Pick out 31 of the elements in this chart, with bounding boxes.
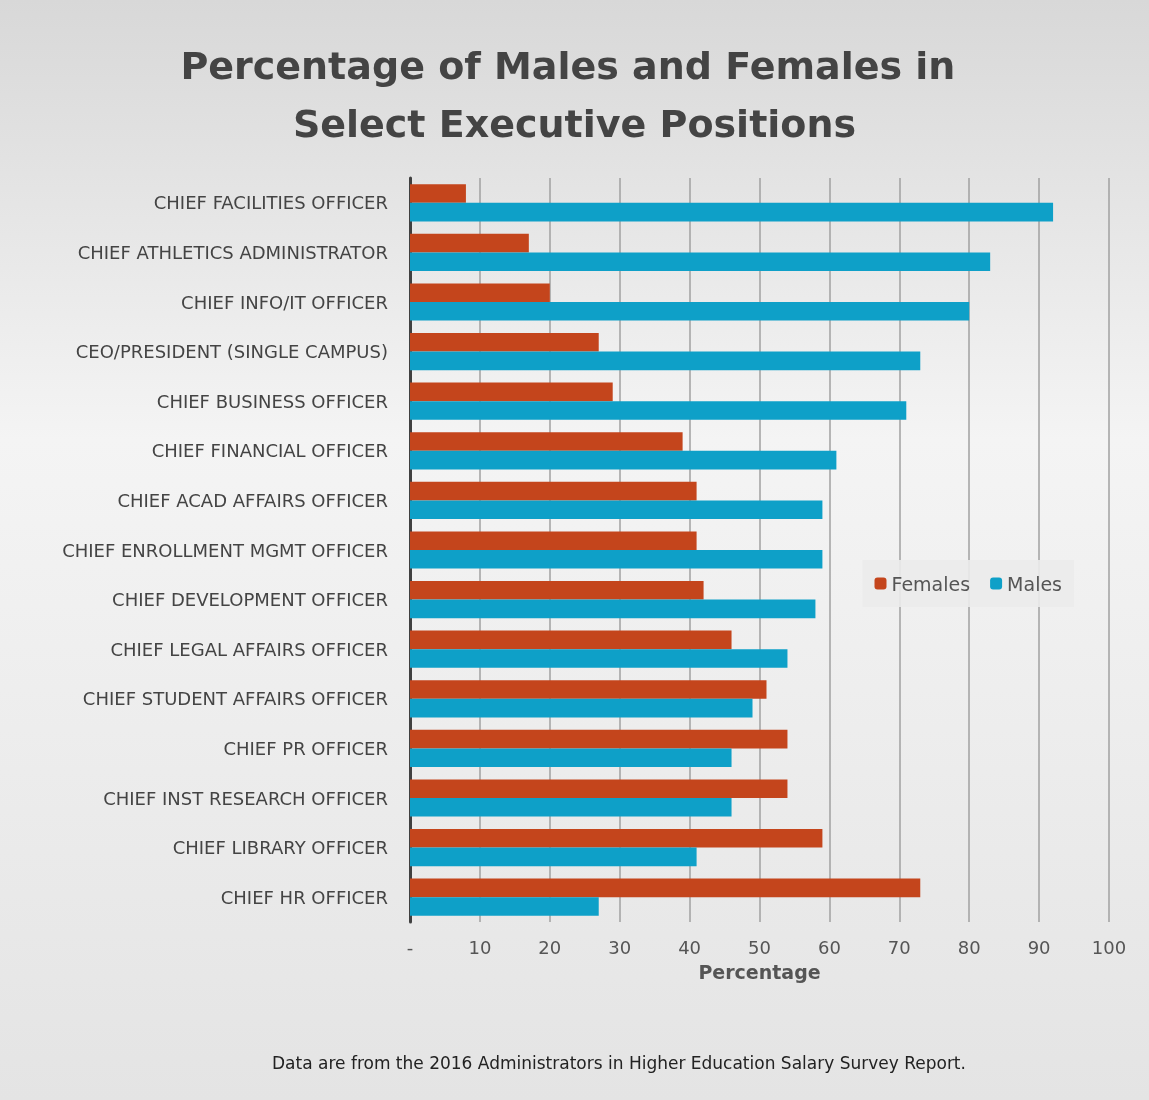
y-tick-label: CHIEF HR OFFICER	[220, 886, 388, 908]
x-tick-label: 100	[1091, 936, 1127, 958]
x-tick-label: 20	[538, 936, 562, 958]
y-tick-label: CHIEF LIBRARY OFFICER	[172, 837, 388, 859]
y-tick-label: CHIEF PR OFFICER	[223, 737, 388, 759]
y-tick-label: CHIEF STUDENT AFFAIRS OFFICER	[82, 688, 388, 710]
x-tick-label: 40	[678, 936, 702, 958]
y-tick-label: CHIEF INFO/IT OFFICER	[181, 291, 388, 313]
x-tick-label: 60	[817, 936, 841, 958]
y-tick-label: CHIEF FACILITIES OFFICER	[153, 192, 388, 214]
text: Data are from the 2016 Administrators in Higher Education Salary Survey Report.	[272, 1052, 966, 1073]
x-tick-label: 80	[957, 936, 981, 958]
x-tick-label: 30	[608, 936, 632, 958]
y-tick-label: CHIEF LEGAL AFFAIRS OFFICER	[110, 638, 388, 660]
y-tick-label: CHIEF INST RESEARCH OFFICER	[103, 787, 388, 809]
x-tick-label: 50	[748, 936, 771, 958]
y-tick-label: CHIEF FINANCIAL OFFICER	[151, 440, 388, 462]
y-tick-label: CHIEF DEVELOPMENT OFFICER	[112, 589, 388, 611]
y-tick-label: CEO/PRESIDENT (SINGLE CAMPUS)	[75, 341, 388, 363]
x-tick-label: 10	[468, 936, 492, 958]
x-tick-label: 90	[1027, 936, 1051, 958]
legend-label: Males	[1007, 572, 1062, 595]
y-tick-label: CHIEF ATHLETICS ADMINISTRATOR	[77, 241, 388, 263]
y-tick-label: CHIEF ENROLLMENT MGMT OFFICER	[62, 539, 388, 561]
y-tick-label: CHIEF BUSINESS OFFICER	[156, 390, 388, 412]
x-axis-title: Percentage	[698, 960, 821, 983]
chart-title: Percentage of Males and Females in Select Executive Positions	[180, 44, 969, 146]
x-tick-label: 70	[887, 936, 911, 958]
y-tick-label: CHIEF ACAD AFFAIRS OFFICER	[117, 489, 388, 511]
legend-label: Females	[891, 572, 971, 595]
x-tick-label: -	[406, 936, 414, 958]
